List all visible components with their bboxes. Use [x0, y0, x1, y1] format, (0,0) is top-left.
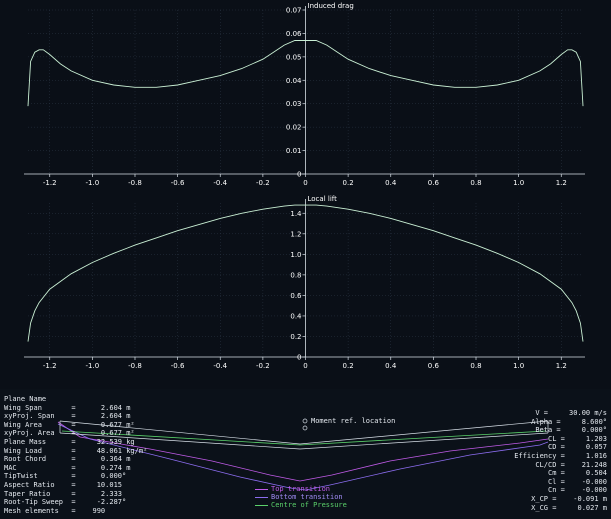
legend-bottom-transition-swatch — [255, 497, 268, 498]
x-tick-label: 0.8 — [470, 179, 481, 187]
x-tick-label: -0.6 — [171, 179, 185, 187]
y-tick-label: 0.4 — [290, 312, 302, 320]
y-tick-label: 0.03 — [286, 100, 302, 108]
x-tick-label: -1.2 — [43, 179, 57, 187]
aero-info-line: V = 30.00 m/s — [535, 409, 607, 417]
aero-info-line: CL/CD = 21.248 — [535, 460, 607, 469]
x-tick-label: 0.6 — [428, 362, 440, 370]
x-tick-label: 1.2 — [556, 179, 567, 187]
x-tick-label: -0.8 — [128, 179, 142, 187]
x-tick-label: 1.0 — [513, 179, 524, 187]
x-tick-label: 0.2 — [343, 362, 354, 370]
local-lift-plot[interactable]: -1.2 -1.0 -0.8 -0.6 -0.4 -0.2 0 0.2 0.4 0.6 0.8 1.0… — [0, 188, 611, 373]
moment-ref-label: Moment ref. location — [311, 417, 396, 425]
centre-of-pressure-line — [61, 430, 547, 446]
plane-info-line: MAC = 0.274 m — [4, 463, 131, 472]
info-panel: Plane Name Wing Span = 2.604 m xyProj. Spa… — [0, 389, 611, 519]
plane-info-line: TipTwist = 0.000° — [4, 472, 127, 481]
aero-info-line: CD = 0.057 — [547, 443, 607, 452]
x-tick-label: -0.4 — [213, 362, 227, 370]
aero-info-line: Cl = -0.000 — [547, 477, 607, 486]
wing-planform-view — [57, 418, 549, 491]
y-tick-label: 0 — [297, 354, 301, 362]
x-tick-label: 0.4 — [385, 362, 397, 370]
x-tick-label: 0.8 — [470, 362, 481, 370]
x-tick-label: 0 — [303, 179, 307, 187]
moment-ref-marker — [302, 418, 308, 424]
y-tick-label: 0.01 — [286, 147, 302, 155]
x-tick-label: 0.6 — [428, 179, 440, 187]
series-line — [27, 40, 584, 107]
aero-info-line: CL = 1.203 — [547, 434, 607, 443]
top-transition-line — [57, 421, 301, 482]
series-line — [27, 204, 584, 342]
legend-centre-of-pressure: Centre of Pressure — [271, 501, 347, 509]
x-tick-label: -1.2 — [43, 362, 57, 370]
y-tick-label: 1.0 — [290, 251, 301, 259]
x-tick-label: -1.0 — [86, 362, 100, 370]
plane-info-line: Root Chord = 0.364 m — [4, 455, 131, 464]
plane-info-line: Wing Area = 0.677 m² — [4, 420, 135, 429]
plane-info-line: Root-Tip Sweep = -2.287° — [4, 498, 127, 507]
induced-drag-plot[interactable]: -1.2 -1.0 -0.8 -0.6 -0.4 -0.2 0 0.2 0.4 0.6 0.8 1.0… — [0, 0, 611, 188]
x-tick-label: 1.2 — [556, 362, 567, 370]
legend-top-transition-swatch — [255, 489, 268, 490]
y-tick-label: 1.4 — [290, 210, 302, 218]
plane-info-line: Wing Load = 48.061 kg/m² — [4, 446, 148, 455]
plane-info-line: Aspect Ratio = 10.015 — [4, 480, 123, 489]
y-tick-label: 0 — [297, 171, 301, 179]
aero-info-block: V = 30.00 m/s Alpha = 8.600° Beta = 0.000°… — [514, 409, 607, 512]
aero-info-line: Cn = -0.000 — [547, 486, 607, 495]
aero-info-line: Efficiency = 1.016 — [514, 451, 607, 460]
x-tick-label: -0.6 — [171, 362, 185, 370]
y-tick-label: 0.02 — [286, 124, 302, 132]
x-tick-label: 0.2 — [343, 179, 354, 187]
aero-info-line: X_CG = 0.027 m — [531, 503, 607, 512]
y-tick-label: 0.8 — [290, 271, 301, 279]
legend-bottom-transition: Bottom transition — [271, 493, 343, 501]
y-tick-label: 0.6 — [290, 292, 302, 300]
legend-cp-swatch — [255, 505, 268, 506]
plane-info-line: Mesh elements = 990 — [4, 506, 106, 515]
y-tick-label: 0.07 — [286, 7, 302, 15]
chart-title: Local lift — [308, 195, 338, 203]
aero-info-line: X_CP = -0.091 m — [531, 494, 607, 503]
y-tick-label: 0.2 — [290, 333, 301, 341]
y-tick-label: 1.2 — [290, 230, 301, 238]
legend-top-transition: Top transition — [271, 485, 331, 493]
cg-marker — [302, 425, 308, 431]
x-tick-label: 1.0 — [513, 362, 524, 370]
y-tick-label: 0.04 — [286, 77, 302, 85]
aero-info-line: Alpha = 8.600° — [531, 417, 607, 426]
y-tick-label: 0.06 — [286, 30, 302, 38]
x-tick-label: -1.0 — [86, 179, 100, 187]
wing-leading-edge — [59, 420, 549, 445]
plane-info-line: Plane Name — [4, 395, 47, 403]
wing-trailing-edge — [59, 432, 549, 450]
x-tick-label: -0.4 — [213, 179, 227, 187]
top-transition-line-right — [299, 438, 549, 482]
plane-info-line: xyProj. Span = 2.604 m — [4, 412, 131, 421]
plane-info-line: Plane Mass = 32.539 kg — [4, 437, 135, 446]
x-tick-label: 0.4 — [385, 179, 397, 187]
aero-info-line: Cm = 0.504 — [547, 469, 607, 478]
plane-info-line: xyProj. Area = 0.677 m² — [4, 429, 135, 438]
plane-info-block: Plane Name Wing Span = 2.604 m xyProj. Spa… — [4, 395, 147, 515]
bottom-transition-line — [57, 423, 307, 491]
x-tick-label: -0.8 — [128, 362, 142, 370]
x-tick-label: -0.2 — [256, 362, 270, 370]
aero-info-line: Beta = 0.000° — [535, 426, 607, 435]
plane-info-line: Wing Span = 2.604 m — [4, 403, 131, 412]
chart-title: Induced drag — [308, 2, 354, 10]
x-tick-label: -0.2 — [256, 179, 270, 187]
plane-info-line: Taper Ratio = 2.333 — [4, 489, 123, 498]
x-tick-label: 0 — [303, 362, 307, 370]
bottom-transition-line-right — [305, 441, 549, 491]
y-tick-label: 0.05 — [286, 53, 302, 61]
